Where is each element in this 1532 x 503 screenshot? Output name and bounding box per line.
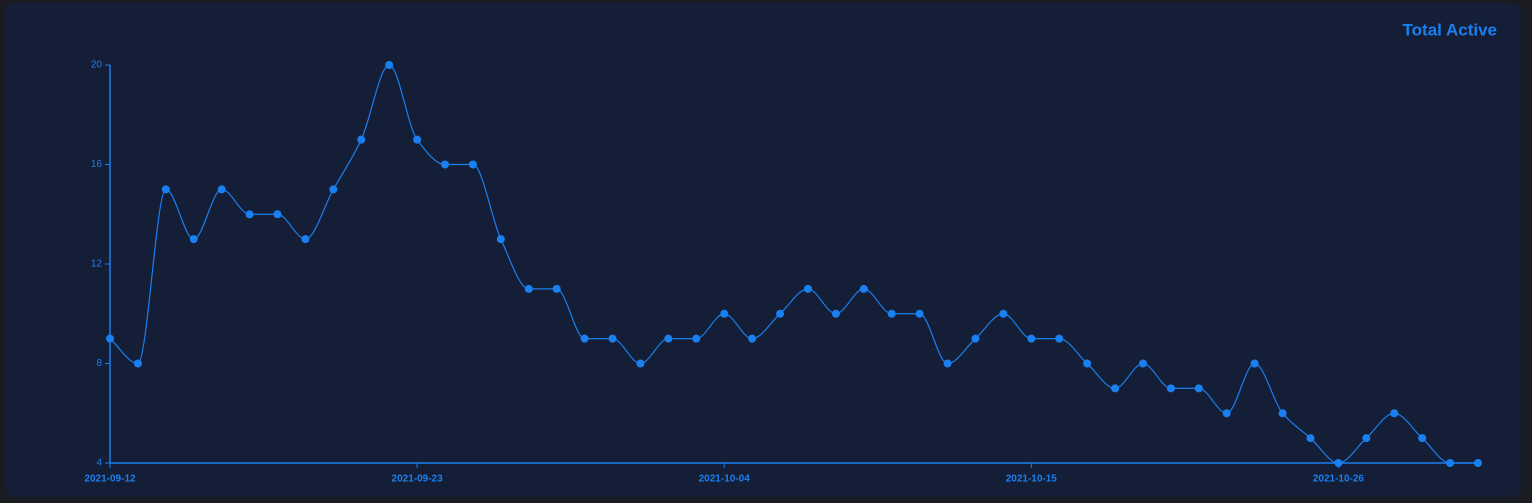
chart-title: Total Active — [1403, 20, 1497, 39]
point — [1390, 409, 1399, 418]
point — [1306, 434, 1315, 443]
y-tick-label: 12 — [91, 259, 103, 270]
point — [915, 309, 924, 318]
point — [161, 185, 170, 194]
point — [803, 284, 812, 293]
point — [357, 135, 366, 144]
point — [301, 235, 310, 244]
point — [887, 309, 896, 318]
point — [217, 185, 226, 194]
point — [1362, 434, 1371, 443]
point — [692, 334, 701, 343]
point — [1055, 334, 1064, 343]
point — [748, 334, 757, 343]
x-tick-label: 2021-09-12 — [84, 474, 136, 485]
point — [999, 309, 1008, 318]
point — [971, 334, 980, 343]
point — [552, 284, 561, 293]
point — [329, 185, 338, 194]
line — [109, 64, 1478, 464]
y-tick-label: 4 — [96, 458, 102, 469]
point — [441, 160, 450, 169]
point — [413, 135, 422, 144]
point — [1418, 434, 1427, 443]
point — [133, 359, 142, 368]
point — [1166, 384, 1175, 393]
point — [1222, 409, 1231, 418]
point — [580, 334, 589, 343]
y-tick-label: 16 — [91, 159, 103, 170]
point — [1446, 459, 1455, 467]
point — [496, 235, 505, 244]
point — [106, 334, 114, 343]
point — [1027, 334, 1036, 343]
point — [385, 61, 394, 69]
point — [468, 160, 477, 169]
x-tick-label: 2021-10-26 — [1313, 474, 1365, 485]
point — [859, 284, 868, 293]
point — [831, 309, 840, 318]
point — [1111, 384, 1120, 393]
point — [1250, 359, 1259, 368]
x-tick-label: 2021-10-15 — [1006, 474, 1058, 485]
y-tick-label: 20 — [91, 60, 103, 71]
point — [189, 235, 198, 244]
point — [664, 334, 673, 343]
point — [776, 309, 785, 318]
point — [608, 334, 617, 343]
point — [1278, 409, 1287, 418]
point — [245, 210, 254, 219]
x-tick-label: 2021-10-04 — [699, 474, 751, 485]
point — [720, 309, 729, 318]
point — [1474, 459, 1482, 467]
point — [524, 284, 533, 293]
point — [1083, 359, 1092, 368]
point — [943, 359, 952, 368]
point — [636, 359, 645, 368]
x-tick-label: 2021-09-23 — [392, 474, 444, 485]
panel — [5, 3, 1521, 497]
point — [1334, 459, 1343, 467]
point — [273, 210, 282, 219]
y-tick-label: 8 — [96, 358, 102, 369]
point — [1194, 384, 1203, 393]
point — [1138, 359, 1147, 368]
